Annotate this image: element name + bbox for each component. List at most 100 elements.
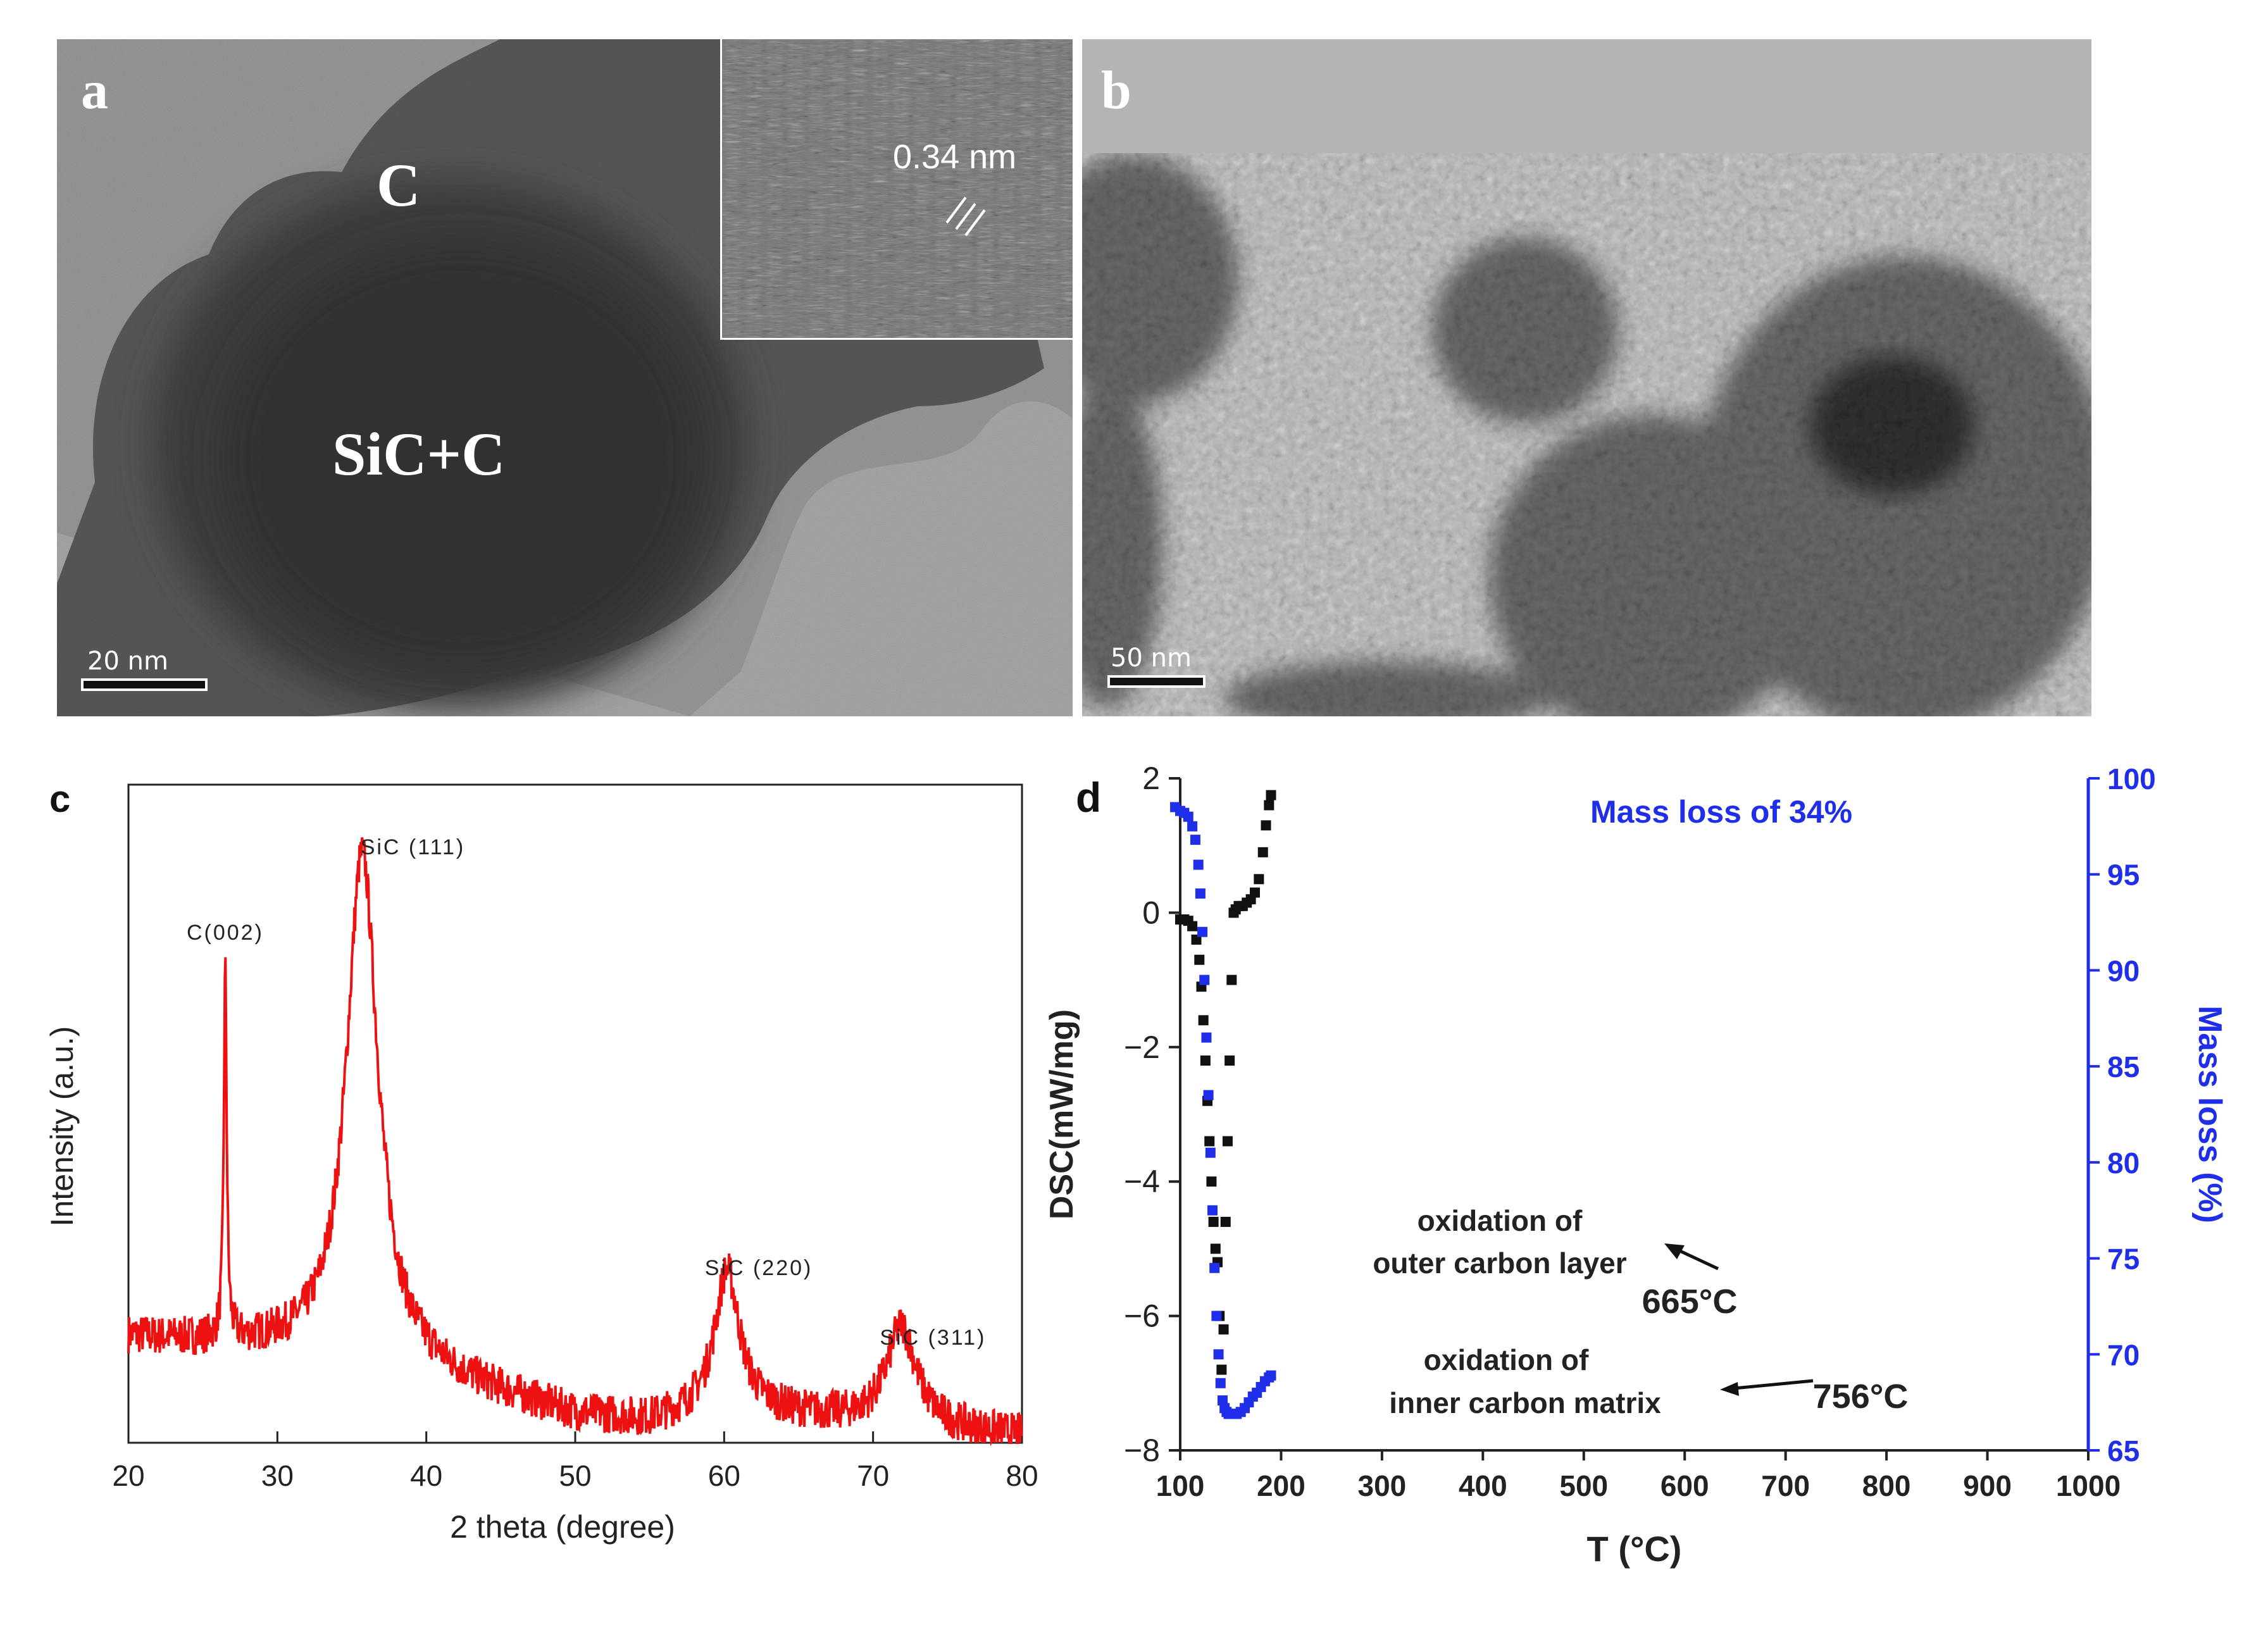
dsc-left-tick-label: −4 [1124, 1164, 1160, 1199]
tg-data-point [1207, 1205, 1218, 1216]
dsc-data-point [1222, 1136, 1233, 1147]
dsc-left-tick-label: 0 [1142, 895, 1160, 930]
annotation-inner-arrow [1727, 1379, 1814, 1391]
panel-letter-c: c [49, 778, 71, 820]
tem-image-panel-a: 0.34 nm a C SiC+C 20 nm [57, 39, 1073, 716]
dsc-data-point [1210, 1243, 1221, 1254]
tg-data-point [1197, 926, 1208, 937]
tg-data-point [1187, 821, 1198, 831]
dsc-data-point [1191, 934, 1202, 945]
tg-data-point [1190, 835, 1200, 845]
dsc-data-point [1249, 887, 1260, 898]
tem-image-panel-b: b 50 nm [1082, 39, 2091, 716]
tg-data-point [1195, 888, 1206, 899]
mass-loss-title: Mass loss of 34% [1590, 794, 1852, 830]
lattice-spacing-label: 0.34 nm [893, 138, 1017, 176]
xrd-peak-label: SiC (311) [880, 1326, 986, 1350]
tg-data-point [1213, 1349, 1224, 1360]
dsc-right-tick-label: 80 [2107, 1147, 2140, 1180]
dsc-data-point [1216, 1364, 1227, 1375]
tg-data-point [1199, 974, 1210, 985]
dsc-right-tick-label: 90 [2107, 954, 2140, 987]
dsc-x-tick-label: 400 [1459, 1469, 1507, 1502]
xrd-pattern-line [127, 837, 1023, 1447]
dsc-x-tick-label: 1000 [2056, 1469, 2121, 1502]
xrd-chart: 20 30 40 50 60 70 80 2 theta (degree) Intensity … [44, 783, 1038, 1545]
dsc-x-tick-label: 200 [1257, 1469, 1305, 1502]
dsc-data-point [1220, 1216, 1231, 1227]
xrd-y-axis-label: Intensity (a.u.) [44, 1026, 80, 1227]
xrd-x-tick-label: 70 [857, 1459, 889, 1492]
xrd-peak-label: SiC (220) [705, 1256, 813, 1280]
dsc-data-point [1224, 1055, 1235, 1066]
dsc-x-tick-label: 800 [1862, 1469, 1911, 1502]
dsc-data-point [1264, 800, 1274, 811]
dsc-right-tick-label: 70 [2107, 1338, 2140, 1371]
annotation-outer-line2: outer carbon layer [1373, 1247, 1626, 1279]
tg-data-point [1201, 1032, 1212, 1043]
dsc-right-tick-label: 85 [2107, 1050, 2140, 1083]
dsc-data-point [1200, 1055, 1211, 1066]
scale-bar-a [81, 678, 208, 691]
dsc-data-point [1208, 1216, 1219, 1227]
panel-letter-a: a [81, 59, 108, 120]
tg-data-point [1203, 1090, 1214, 1100]
tg-data-point [1211, 1311, 1222, 1321]
dsc-x-tick-label: 900 [1963, 1469, 2012, 1502]
dsc-right-tick-label: 95 [2107, 859, 2140, 892]
dsc-x-tick-label: 700 [1761, 1469, 1810, 1502]
tg-data-point [1205, 1147, 1216, 1158]
xrd-x-tick-label: 80 [1006, 1459, 1038, 1492]
tg-data-point [1217, 1395, 1228, 1406]
tg-data-point [1209, 1262, 1220, 1273]
dsc-x-axis-label: T (°C) [1587, 1529, 1682, 1569]
xrd-peak-label: SiC (111) [361, 835, 466, 859]
xrd-x-tick-label: 20 [112, 1459, 144, 1492]
dsc-data-point [1226, 974, 1237, 985]
dsc-data-point [1204, 1136, 1215, 1147]
panel-letter-b: b [1101, 59, 1131, 120]
dsc-data-point [1194, 954, 1205, 965]
tg-data-point [1215, 1378, 1226, 1388]
dsc-right-axis-label: Mass loss (%) [2191, 1006, 2228, 1223]
hrtem-lattice-image [722, 39, 1073, 338]
dsc-left-tick-label: −2 [1124, 1030, 1160, 1065]
annotation-inner-line1: oxidation of [1424, 1343, 1589, 1376]
dsc-data-point [1198, 1015, 1209, 1026]
scale-bar-label-a: 20 nm [87, 647, 168, 676]
xrd-peak-label: C(002) [187, 921, 264, 945]
dsc-left-tick-label: 2 [1142, 761, 1160, 796]
hrtem-inset: 0.34 nm [720, 39, 1073, 340]
annotation-inner-line2: inner carbon matrix [1389, 1386, 1661, 1419]
carbon-shell-label: C [377, 151, 421, 219]
dsc-left-tick-label: −6 [1124, 1298, 1160, 1334]
xrd-x-axis-label: 2 theta (degree) [450, 1509, 675, 1545]
panel-letter-d: d [1076, 774, 1102, 821]
annotation-outer-line1: oxidation of [1418, 1204, 1583, 1237]
annotation-outer-temp: 665°C [1642, 1283, 1738, 1321]
dsc-tg-chart: 100 200 300 400 500 600 700 800 900 1000 2 0 −2 −4 −6 −… [1044, 761, 2228, 1569]
dsc-data-point [1266, 790, 1276, 800]
dsc-right-tick-label: 75 [2107, 1243, 2140, 1276]
dsc-right-tick-label: 100 [2107, 763, 2156, 795]
xrd-x-tick-label: 60 [708, 1459, 740, 1492]
tg-data-point [1193, 859, 1204, 870]
dsc-data-point [1257, 847, 1268, 857]
tg-data-point [1183, 811, 1193, 822]
annotation-outer-arrowhead [1664, 1243, 1685, 1259]
dsc-x-tick-label: 600 [1660, 1469, 1709, 1502]
dsc-data-point [1254, 874, 1264, 885]
dsc-right-tick-label: 65 [2107, 1435, 2140, 1467]
dsc-data-point [1187, 921, 1198, 931]
dsc-data-point [1218, 1324, 1229, 1335]
dsc-x-tick-label: 100 [1156, 1469, 1205, 1502]
xrd-x-tick-label: 30 [261, 1459, 294, 1492]
tem-micrograph-b [1082, 39, 2091, 716]
xrd-x-tick-label: 50 [559, 1459, 591, 1492]
tg-data-point [1266, 1370, 1276, 1381]
scale-bar-label-b: 50 nm [1111, 644, 1192, 673]
annotation-inner-arrowhead [1720, 1382, 1739, 1396]
dsc-x-tick-label: 500 [1559, 1469, 1608, 1502]
dsc-left-axis-label: DSC(mW/mg) [1044, 1009, 1080, 1219]
dsc-data-point [1261, 820, 1271, 831]
